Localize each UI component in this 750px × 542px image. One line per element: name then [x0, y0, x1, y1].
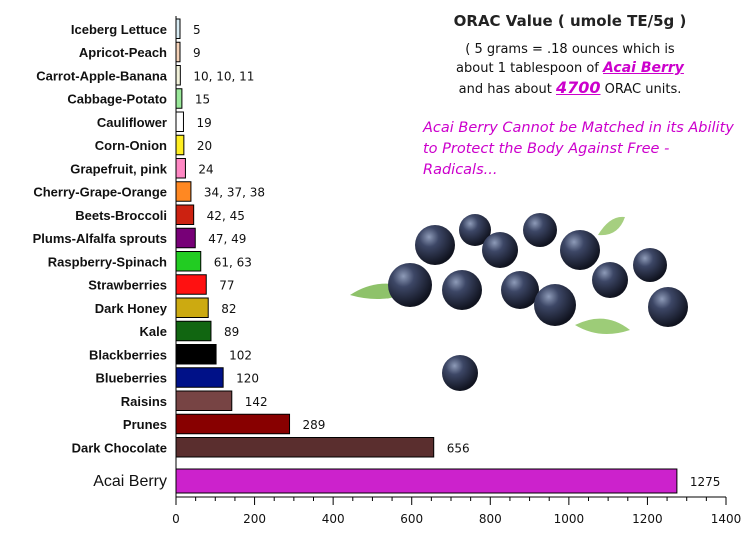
bar-blueberries: [175, 367, 224, 388]
bar-dark-chocolate: [175, 437, 435, 458]
value-label: 1275: [690, 475, 721, 489]
category-label: Dark Honey: [95, 301, 168, 316]
category-label: Dark Chocolate: [72, 440, 167, 455]
value-label: 82: [221, 302, 236, 316]
bar-grapefruit-pink: [175, 158, 186, 179]
category-label: Corn-Onion: [95, 138, 167, 153]
bar-dark-honey: [175, 297, 209, 318]
category-label: Raspberry-Spinach: [48, 254, 167, 269]
note-line-3-suffix: ORAC units.: [604, 82, 682, 97]
bar-cherry-grape-orange: [175, 181, 192, 202]
chart-title: ORAC Value ( umole TE/5g ): [453, 12, 687, 30]
bar-corn-onion: [175, 134, 185, 156]
bar-blackberries: [175, 344, 217, 365]
acai-berry-link[interactable]: Acai Berry: [603, 60, 684, 76]
bar-beets-broccoli: [175, 204, 195, 225]
bars-group: Iceberg Lettuce 5 Apricot-Peach 9 Carrot-App…: [33, 18, 721, 494]
bar-kale: [175, 320, 212, 342]
bar-strawberries: [175, 274, 207, 295]
category-label: Cauliflower: [97, 115, 167, 130]
bar-apricot-peach: [175, 41, 181, 63]
x-tick-label: 800: [479, 512, 502, 526]
value-label: 77: [219, 279, 234, 293]
category-label: Iceberg Lettuce: [71, 22, 167, 37]
acai-tagline: Acai Berry Cannot be Matched in its Abil…: [423, 120, 734, 178]
bar-raisins: [175, 390, 233, 411]
category-label: Plums-Alfalfa sprouts: [33, 231, 167, 246]
value-label: 656: [447, 441, 470, 455]
category-label: Prunes: [123, 417, 167, 432]
x-tick-label: 200: [243, 512, 266, 526]
category-label: Strawberries: [88, 278, 167, 293]
value-label: 47, 49: [208, 232, 246, 246]
note-line-3-prefix: and has about: [458, 82, 552, 97]
value-label: 19: [196, 116, 211, 130]
value-label: 20: [197, 139, 212, 153]
berries-photo: [350, 213, 688, 391]
acai-berry-icon: [388, 213, 688, 391]
value-label: 61, 63: [214, 255, 252, 269]
note-line-1: ( 5 grams = .18 ounces which is: [465, 42, 675, 57]
serving-note: ( 5 grams = .18 ounces which is about 1 …: [420, 40, 720, 99]
bar-prunes: [175, 413, 291, 435]
bar-carrot-apple-banana: [175, 65, 181, 86]
x-tick-label: 1200: [632, 512, 663, 526]
note-line-2: about 1 tablespoon of Acai Berry: [420, 59, 720, 78]
note-line-2-prefix: about 1 tablespoon of: [456, 61, 599, 76]
category-label: Raisins: [121, 394, 167, 409]
category-label: Cabbage-Potato: [67, 92, 167, 107]
category-label: Carrot-Apple-Banana: [36, 68, 168, 83]
category-label: Acai Berry: [93, 473, 167, 490]
bar-raspberry-spinach: [175, 251, 202, 272]
value-label: 102: [229, 348, 252, 362]
value-label: 15: [195, 93, 210, 107]
category-label: Blueberries: [95, 371, 167, 386]
note-line-3: and has about 4700 ORAC units.: [420, 78, 720, 99]
category-label: Grapefruit, pink: [70, 161, 168, 176]
bar-cauliflower: [175, 111, 184, 132]
category-label: Beets-Broccoli: [75, 208, 167, 223]
x-axis: 0 200 400 600 800 1000 1200 1400: [172, 16, 741, 526]
category-label: Kale: [140, 324, 167, 339]
category-label: Apricot-Peach: [79, 45, 167, 60]
value-label: 42, 45: [207, 209, 245, 223]
orac-units-value: 4700: [555, 78, 601, 97]
bar-iceberg-lettuce: [175, 18, 181, 39]
value-label: 24: [198, 162, 213, 176]
value-label: 120: [236, 372, 259, 386]
x-tick-label: 1000: [554, 512, 585, 526]
value-label: 34, 37, 38: [204, 186, 265, 200]
value-label: 5: [193, 23, 201, 37]
x-tick-label: 1400: [711, 512, 742, 526]
bar-acai-berry: [175, 468, 678, 494]
category-label: Blackberries: [89, 347, 167, 362]
x-tick-label: 600: [400, 512, 423, 526]
value-label: 289: [303, 418, 326, 432]
category-label: Cherry-Grape-Orange: [33, 185, 167, 200]
bar-cabbage-potato: [175, 88, 183, 109]
value-label: 89: [224, 325, 239, 339]
value-label: 10, 10, 11: [193, 69, 254, 83]
x-tick-label: 0: [172, 512, 180, 526]
value-label: 9: [193, 46, 201, 60]
x-tick-label: 400: [322, 512, 345, 526]
value-label: 142: [245, 395, 268, 409]
bar-plums-alfalfa-sprouts: [175, 227, 196, 249]
